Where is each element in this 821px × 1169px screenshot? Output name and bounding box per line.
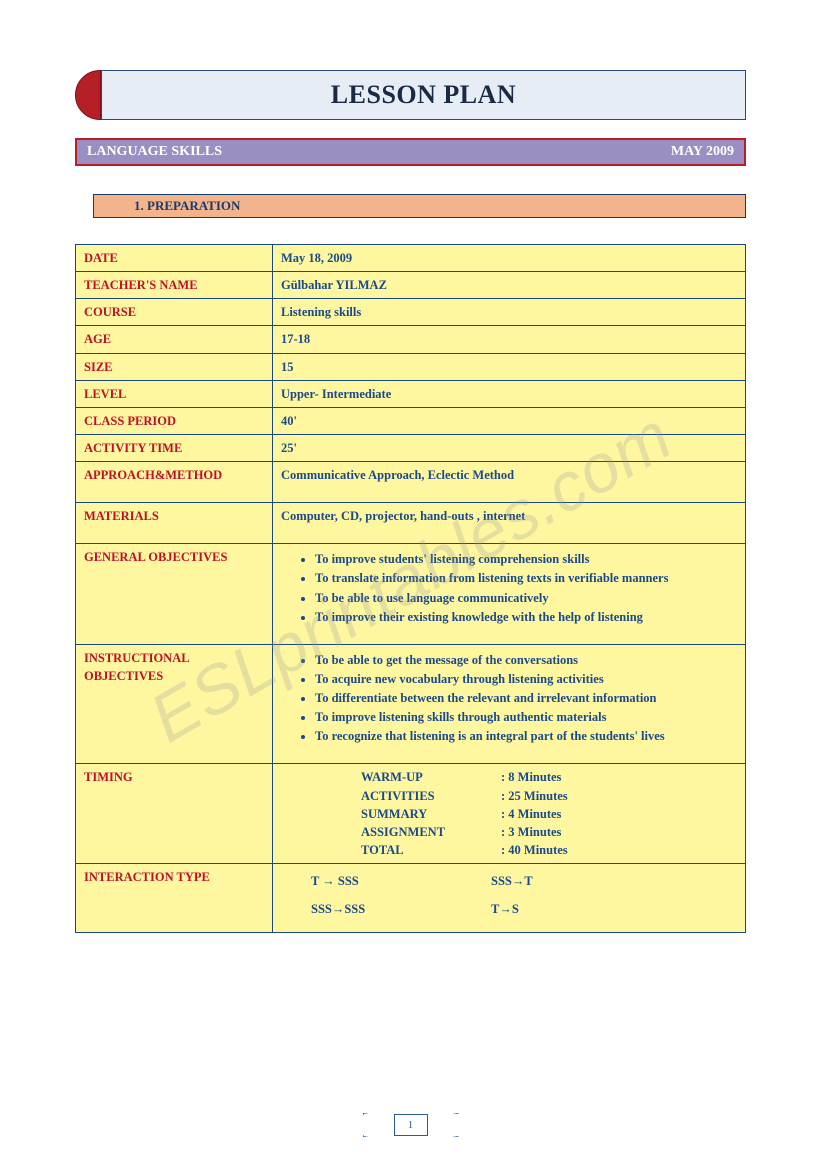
table-row: SIZE 15 (76, 353, 746, 380)
page-number: 1 (394, 1114, 428, 1136)
timing-item: WARM-UP: 8 Minutes (361, 768, 737, 786)
section-heading: 1. PREPARATION (93, 194, 746, 218)
table-row: MATERIALS Computer, CD, projector, hand-… (76, 503, 746, 544)
list-item: To differentiate between the relevant an… (315, 689, 737, 707)
list-item: To be able to use language communicative… (315, 589, 737, 607)
label-genobj: GENERAL OBJECTIVES (76, 544, 273, 645)
interaction-row: SSS→SSS T→S (311, 900, 737, 918)
value-date: May 18, 2009 (273, 245, 746, 272)
table-row: APPROACH&METHOD Communicative Approach, … (76, 462, 746, 503)
sub-left: LANGUAGE SKILLS (87, 144, 222, 160)
interaction-cell: SSS→SSS (311, 900, 491, 918)
value-teacher: Gülbahar YILMAZ (273, 272, 746, 299)
timing-label: TOTAL (361, 841, 501, 859)
timing-item: ASSIGNMENT: 3 Minutes (361, 823, 737, 841)
label-teacher: TEACHER'S NAME (76, 272, 273, 299)
value-period: 40' (273, 407, 746, 434)
list-item: To recognize that listening is an integr… (315, 727, 737, 745)
list-item: To translate information from listening … (315, 569, 737, 587)
timing-value: : 8 Minutes (501, 768, 561, 786)
label-course: COURSE (76, 299, 273, 326)
timing-value: : 3 Minutes (501, 823, 561, 841)
timing-value: : 40 Minutes (501, 841, 568, 859)
info-table: DATE May 18, 2009 TEACHER'S NAME Gülbaha… (75, 244, 746, 933)
interaction-cell: SSS→T (491, 872, 671, 890)
timing-label: SUMMARY (361, 805, 501, 823)
value-genobj: To improve students' listening comprehen… (273, 544, 746, 645)
table-row: INTERACTION TYPE T → SSS SSS→T SSS→SSS T… (76, 864, 746, 933)
label-size: SIZE (76, 353, 273, 380)
title-cap (75, 70, 101, 120)
timing-item: TOTAL: 40 Minutes (361, 841, 737, 859)
table-row: CLASS PERIOD 40' (76, 407, 746, 434)
sub-banner: LANGUAGE SKILLS MAY 2009 (75, 138, 746, 166)
page: ESLprintables.com LESSON PLAN LANGUAGE S… (0, 0, 821, 1169)
label-period: CLASS PERIOD (76, 407, 273, 434)
label-approach: APPROACH&METHOD (76, 462, 273, 503)
list-item: To acquire new vocabulary through listen… (315, 670, 737, 688)
table-row: LEVEL Upper- Intermediate (76, 380, 746, 407)
label-interaction: INTERACTION TYPE (76, 864, 273, 933)
label-acttime: ACTIVITY TIME (76, 434, 273, 461)
timing-item: SUMMARY: 4 Minutes (361, 805, 737, 823)
list-item: To improve their existing knowledge with… (315, 608, 737, 626)
timing-label: WARM-UP (361, 768, 501, 786)
timing-label: ASSIGNMENT (361, 823, 501, 841)
sub-right: MAY 2009 (671, 144, 734, 160)
page-title: LESSON PLAN (101, 70, 746, 120)
list-item: To improve students' listening comprehen… (315, 550, 737, 568)
table-row: GENERAL OBJECTIVES To improve students' … (76, 544, 746, 645)
value-instrobj: To be able to get the message of the con… (273, 644, 746, 764)
timing-block: WARM-UP: 8 Minutes ACTIVITIES: 25 Minute… (281, 768, 737, 859)
value-level: Upper- Intermediate (273, 380, 746, 407)
instructional-objectives-list: To be able to get the message of the con… (281, 651, 737, 746)
table-row: INSTRUCTIONAL OBJECTIVES To be able to g… (76, 644, 746, 764)
list-item: To improve listening skills through auth… (315, 708, 737, 726)
table-row: DATE May 18, 2009 (76, 245, 746, 272)
value-materials: Computer, CD, projector, hand-outs , int… (273, 503, 746, 544)
value-acttime: 25' (273, 434, 746, 461)
value-age: 17-18 (273, 326, 746, 353)
interaction-cell: T→S (491, 900, 671, 918)
table-row: TEACHER'S NAME Gülbahar YILMAZ (76, 272, 746, 299)
timing-item: ACTIVITIES: 25 Minutes (361, 787, 737, 805)
label-age: AGE (76, 326, 273, 353)
value-approach: Communicative Approach, Eclectic Method (273, 462, 746, 503)
label-instrobj: INSTRUCTIONAL OBJECTIVES (76, 644, 273, 764)
value-interaction: T → SSS SSS→T SSS→SSS T→S (273, 864, 746, 933)
title-banner: LESSON PLAN (75, 70, 746, 120)
interaction-block: T → SSS SSS→T SSS→SSS T→S (281, 872, 737, 918)
table-row: COURSE Listening skills (76, 299, 746, 326)
value-course: Listening skills (273, 299, 746, 326)
list-item: To be able to get the message of the con… (315, 651, 737, 669)
label-timing: TIMING (76, 764, 273, 864)
label-date: DATE (76, 245, 273, 272)
table-row: AGE 17-18 (76, 326, 746, 353)
value-size: 15 (273, 353, 746, 380)
table-row: TIMING WARM-UP: 8 Minutes ACTIVITIES: 25… (76, 764, 746, 864)
label-level: LEVEL (76, 380, 273, 407)
page-number-ribbon: 1 (363, 1113, 459, 1137)
timing-value: : 4 Minutes (501, 805, 561, 823)
interaction-row: T → SSS SSS→T (311, 872, 737, 890)
ribbon-left (363, 1113, 394, 1137)
interaction-cell: T → SSS (311, 872, 491, 890)
timing-label: ACTIVITIES (361, 787, 501, 805)
general-objectives-list: To improve students' listening comprehen… (281, 550, 737, 626)
table-row: ACTIVITY TIME 25' (76, 434, 746, 461)
value-timing: WARM-UP: 8 Minutes ACTIVITIES: 25 Minute… (273, 764, 746, 864)
timing-value: : 25 Minutes (501, 787, 568, 805)
label-materials: MATERIALS (76, 503, 273, 544)
ribbon-right (428, 1113, 459, 1137)
